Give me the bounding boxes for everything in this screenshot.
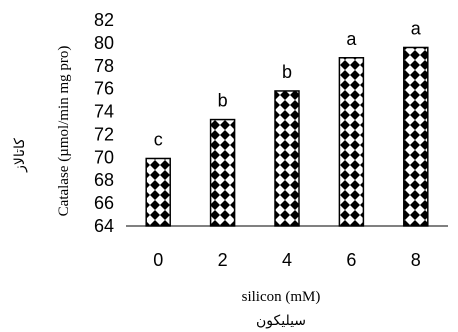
x-tick-label: 6	[346, 250, 356, 270]
y-tick-label: 64	[94, 216, 114, 236]
bar	[209, 118, 236, 227]
y-tick-label: 66	[94, 193, 114, 213]
bar	[274, 90, 300, 227]
y-axis-title-persian: کاتالاز	[12, 138, 28, 173]
bar	[403, 46, 429, 227]
y-tick-label: 80	[94, 33, 114, 53]
x-tick-label: 0	[153, 250, 163, 270]
y-tick-label: 76	[94, 79, 114, 99]
x-tick-label: 2	[218, 250, 228, 270]
significance-letter: b	[218, 91, 228, 111]
significance-labels: c b b a a	[154, 18, 422, 149]
x-axis-title: silicon (mM)	[242, 289, 321, 305]
y-tick-label: 82	[94, 10, 114, 30]
significance-letter: c	[154, 129, 163, 149]
x-axis-ticks: 0 2 4 6 8	[153, 250, 421, 270]
bar	[145, 157, 171, 227]
x-axis-title-persian: سیلیکون	[256, 313, 306, 329]
y-axis-title: Catalase (µmol/min mg pro)	[56, 46, 72, 217]
significance-letter: a	[346, 29, 357, 49]
y-tick-label: 72	[94, 124, 114, 144]
x-tick-label: 4	[282, 250, 292, 270]
bar	[338, 57, 365, 227]
significance-letter: b	[282, 62, 292, 82]
y-tick-label: 78	[94, 56, 114, 76]
x-tick-label: 8	[411, 250, 421, 270]
y-tick-label: 70	[94, 147, 114, 167]
significance-letter: a	[411, 18, 422, 38]
y-tick-label: 68	[94, 170, 114, 190]
y-tick-label: 74	[94, 102, 114, 122]
bars	[145, 46, 429, 227]
